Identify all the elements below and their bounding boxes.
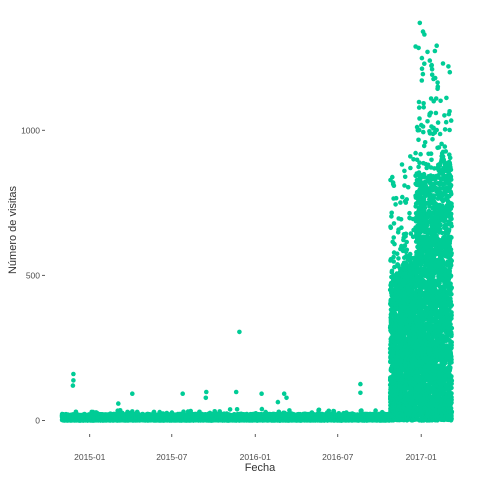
data-point	[391, 235, 397, 240]
data-point	[393, 202, 398, 207]
data-point	[393, 195, 399, 201]
data-point	[389, 210, 395, 216]
data-point	[316, 407, 322, 413]
data-point	[234, 407, 240, 412]
data-point	[392, 241, 397, 247]
data-point	[388, 225, 394, 231]
data-point	[391, 183, 397, 188]
data-point	[396, 256, 401, 261]
data-point	[227, 407, 233, 412]
data-point	[390, 174, 395, 180]
data-point	[389, 268, 395, 274]
data-point	[259, 406, 265, 412]
data-point	[391, 259, 397, 264]
points-layer	[59, 20, 455, 423]
data-point	[391, 221, 397, 226]
data-point	[394, 251, 400, 256]
data-point	[391, 254, 396, 260]
